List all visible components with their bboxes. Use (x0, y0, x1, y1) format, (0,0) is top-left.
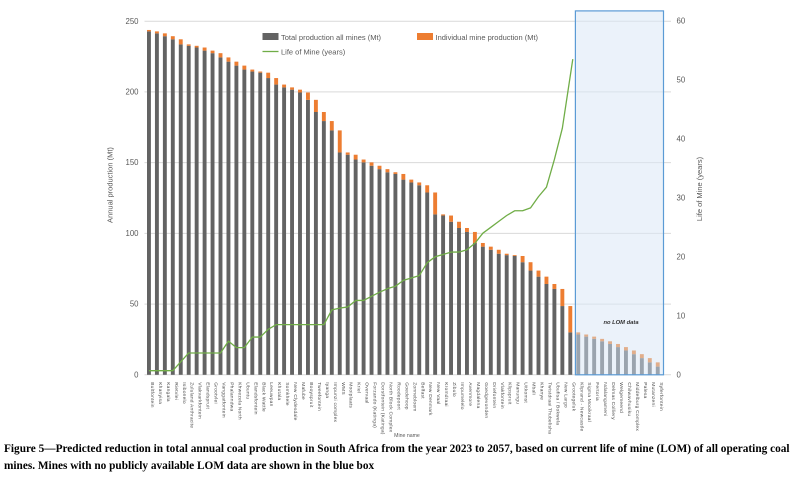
svg-text:Leeuwpan: Leeuwpan (268, 382, 274, 406)
svg-text:Mutanzeni: Mutanzeni (650, 382, 656, 407)
svg-text:Isibonelo: Isibonelo (181, 382, 187, 404)
svg-text:50: 50 (677, 75, 686, 84)
svg-text:40: 40 (677, 134, 686, 143)
svg-text:Phalanndwa: Phalanndwa (228, 382, 234, 411)
svg-text:30: 30 (677, 193, 686, 202)
svg-text:Avenmore: Avenmore (467, 382, 473, 406)
svg-text:Black Wattle: Black Wattle (260, 382, 266, 412)
svg-text:Vanggatfontein: Vanggatfontein (221, 382, 227, 418)
svg-text:Fertoria: Fertoria (594, 382, 600, 401)
svg-text:Kliprand - Newcastle: Kliprand - Newcastle (578, 382, 584, 431)
svg-text:Mbali: Mbali (531, 382, 537, 395)
svg-text:Grootegeluk: Grootegeluk (570, 382, 576, 411)
svg-text:Ndalangameni: Ndalangameni (602, 382, 608, 416)
svg-text:0: 0 (134, 370, 139, 379)
svg-text:Klipspruit: Klipspruit (507, 382, 513, 405)
svg-text:Khutala: Khutala (276, 382, 282, 400)
svg-text:Delmas Colliery: Delmas Colliery (610, 382, 616, 420)
svg-text:Ubufisa / Bokwela: Ubufisa / Bokwela (554, 382, 560, 425)
svg-text:Impumelelo: Impumelelo (459, 382, 465, 410)
svg-text:North Block Complex: North Block Complex (387, 382, 393, 432)
svg-text:Tweefontein: Tweefontein (316, 382, 322, 411)
svg-text:50: 50 (130, 300, 139, 309)
svg-text:Middelburg Complex: Middelburg Complex (634, 382, 640, 431)
svg-text:0: 0 (677, 370, 682, 379)
svg-text:Overvaal: Overvaal (364, 382, 370, 403)
svg-text:Grootvlei: Grootvlei (213, 382, 219, 404)
svg-text:Life of Mine (years): Life of Mine (years) (281, 48, 346, 57)
svg-text:Rietvlei: Rietvlei (173, 382, 179, 400)
svg-text:20: 20 (677, 252, 686, 261)
svg-text:Mooiplaats: Mooiplaats (348, 382, 354, 408)
svg-text:60: 60 (677, 16, 686, 25)
svg-text:Dorstfontein (Katinga): Dorstfontein (Katinga) (380, 382, 386, 435)
svg-text:Mafube: Mafube (300, 382, 306, 400)
svg-text:WMS: WMS (340, 382, 346, 395)
svg-text:Forzando (Katinga): Forzando (Katinga) (372, 382, 378, 428)
svg-text:Zonnebloem: Zonnebloem (411, 382, 417, 411)
svg-text:Welgemeend: Welgemeend (618, 382, 624, 413)
svg-text:Elandsfontein: Elandsfontein (252, 382, 258, 415)
svg-text:Elandspruit: Elandspruit (205, 382, 211, 409)
svg-text:Booyspruit: Booyspruit (308, 382, 314, 408)
svg-text:Khanye: Khanye (539, 382, 545, 400)
svg-text:Mine name: Mine name (394, 433, 420, 439)
svg-text:New Vaal: New Vaal (435, 382, 441, 404)
svg-text:Annual production (Mt): Annual production (Mt) (106, 147, 115, 223)
svg-text:Goedgevonden: Goedgevonden (483, 382, 489, 418)
svg-text:Somkhele: Somkhele (284, 382, 290, 406)
svg-text:250: 250 (125, 17, 139, 26)
svg-text:Chilwavhusiku: Chilwavhusiku (626, 382, 632, 416)
svg-text:Individual mine production (Mt: Individual mine production (Mt) (436, 33, 539, 42)
svg-text:Uitkomst: Uitkomst (523, 382, 529, 403)
svg-text:New Denmark: New Denmark (427, 382, 433, 416)
svg-text:Khanyisa: Khanyisa (157, 382, 163, 404)
svg-text:200: 200 (125, 88, 139, 97)
svg-text:Roodepoort: Roodepoort (395, 382, 401, 410)
svg-text:Goedehoop: Goedehoop (403, 382, 409, 410)
svg-text:Kangala: Kangala (165, 382, 171, 402)
svg-text:Kromdraai: Kromdraai (443, 382, 449, 407)
svg-text:New Largo: New Largo (562, 382, 568, 408)
svg-text:Palesa: Palesa (642, 382, 648, 398)
svg-text:Zululand Anthracite: Zululand Anthracite (189, 382, 195, 428)
svg-text:Ubuntu: Ubuntu (244, 382, 250, 399)
svg-text:Khwezela North: Khwezela North (236, 382, 242, 420)
svg-text:Bultfontein: Bultfontein (149, 382, 155, 408)
svg-text:Kriel: Kriel (356, 382, 362, 393)
svg-text:Twistdraai Thubelisha: Twistdraai Thubelisha (546, 382, 552, 434)
svg-text:100: 100 (125, 229, 139, 238)
svg-text:150: 150 (125, 158, 139, 167)
svg-text:Vlakfontein: Vlakfontein (499, 382, 505, 409)
svg-text:New Clydesdale: New Clydesdale (292, 382, 298, 420)
svg-text:Life of Mine (years): Life of Mine (years) (695, 156, 704, 221)
svg-text:no LOM data: no LOM data (603, 320, 639, 326)
svg-text:Iyanga: Iyanga (324, 382, 330, 398)
svg-text:Impunzi complex: Impunzi complex (332, 382, 338, 422)
svg-text:Vlakvarkfontein: Vlakvarkfontein (197, 382, 203, 419)
svg-text:Sigma Mooikraal: Sigma Mooikraal (586, 382, 592, 422)
svg-text:Syferfontein: Syferfontein (658, 382, 664, 411)
svg-text:Magdalena: Magdalena (475, 382, 481, 408)
svg-text:Zibulo: Zibulo (451, 382, 457, 397)
svg-text:Manungu: Manungu (515, 382, 521, 404)
svg-text:10: 10 (677, 311, 686, 320)
svg-text:Total production all mines (Mt: Total production all mines (Mt) (281, 33, 382, 42)
svg-text:Driefontein: Driefontein (491, 382, 497, 408)
svg-text:Belfast: Belfast (419, 382, 425, 399)
